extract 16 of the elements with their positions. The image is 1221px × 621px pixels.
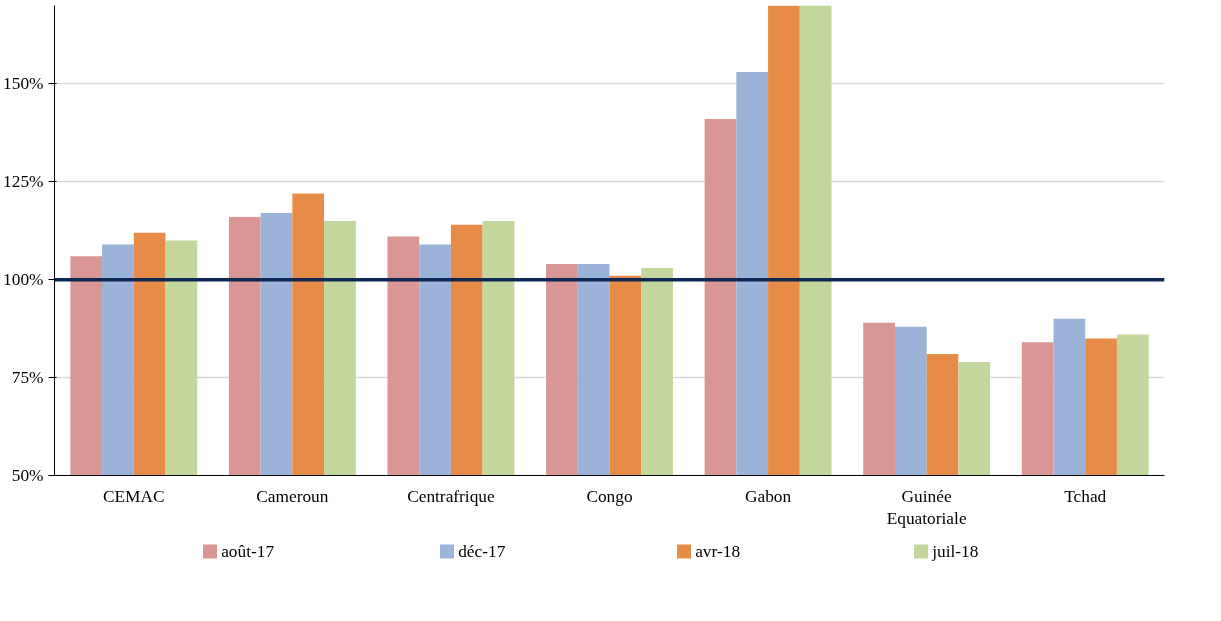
legend-label: août-17	[221, 542, 275, 561]
y-tick-label: 50%	[11, 466, 44, 485]
x-tick-label: Congo	[586, 486, 633, 506]
x-tick-label: Gabon	[744, 486, 792, 506]
y-tick-label: 150%	[3, 74, 44, 94]
legend-label: déc-17	[458, 542, 506, 561]
x-tick-label: Tchad	[1064, 486, 1107, 506]
legend-label: juil-18	[931, 542, 979, 561]
x-tick-label: Centrafrique	[407, 486, 496, 506]
x-tick-label: Guinée Equatoriale	[886, 486, 967, 529]
y-tick-label: 75%	[11, 368, 44, 388]
y-tick-label: 100%	[3, 270, 44, 290]
y-tick-label: 125%	[3, 172, 44, 192]
x-tick-label: CEMAC	[102, 486, 165, 506]
x-tick-label: Cameroun	[256, 486, 329, 506]
legend-label: avr-18	[695, 542, 741, 561]
